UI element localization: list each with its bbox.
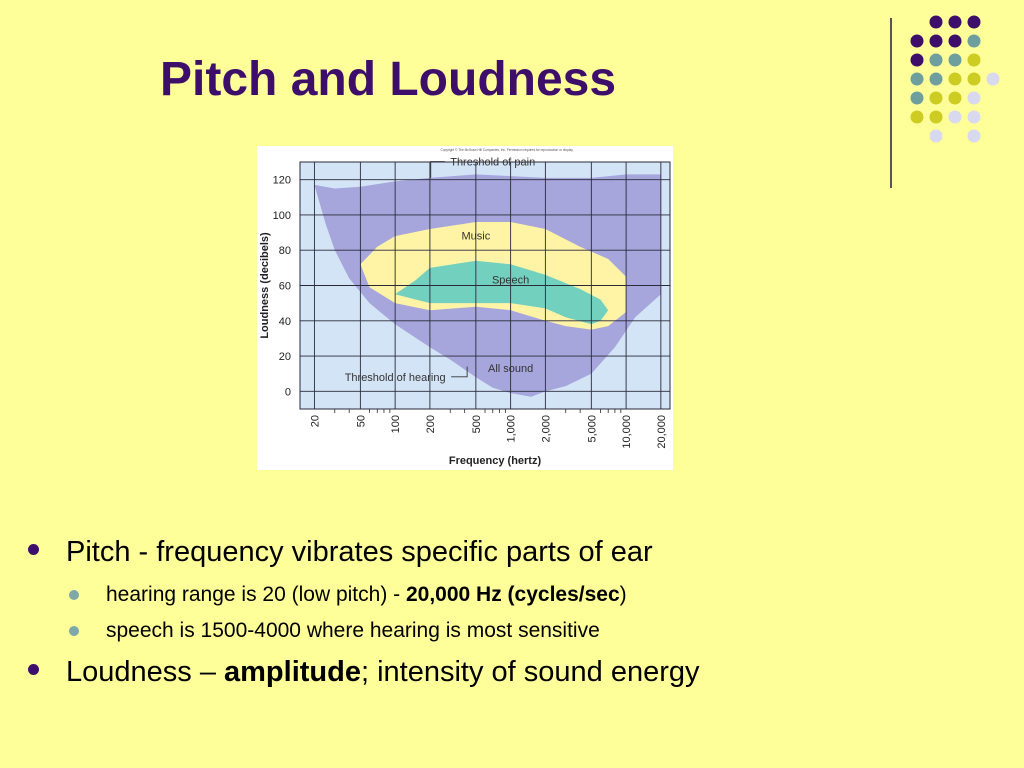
slide-title: Pitch and Loudness [160,53,617,106]
bullet-marker [28,544,39,555]
decorative-dot [910,72,924,86]
decorative-dot [948,72,962,86]
decorative-dot [967,91,981,105]
bullet-text-post: ) [619,583,627,606]
sub-bullet-marker [69,590,79,600]
x-tick-label: 50 [355,415,367,427]
speech-label: Speech [492,275,529,287]
y-tick-label: 0 [285,386,291,398]
decorative-dot [929,15,943,29]
x-tick-label: 2,000 [540,415,552,443]
y-tick-label: 120 [273,175,291,187]
sub-bullet-hearing-range: hearing range is 20 (low pitch) - 20,000… [28,580,988,610]
hearing-range-chart: Copyright © The McGraw-Hill Companies, I… [257,146,673,470]
bullet-marker [28,664,39,675]
bullet-text-pre: hearing range is 20 (low pitch) - [106,583,406,606]
x-axis-title: Frequency (hertz) [449,455,542,467]
decorative-dot [986,72,1000,86]
bullet-pitch: Pitch - frequency vibrates specific part… [28,532,988,572]
threshold-of-pain-label: Threshold of pain [450,157,535,169]
y-tick-label: 100 [273,210,291,222]
decorative-dot [948,110,962,124]
decorative-dot [910,34,924,48]
bullet-text: speech is 1500-4000 where hearing is mos… [106,619,600,642]
bullet-text-bold: 20,000 Hz (cycles/sec [405,583,620,606]
bullet-text-bold: amplitude [224,656,361,688]
sub-bullet-speech: speech is 1500-4000 where hearing is mos… [28,616,988,646]
copyright-note: Copyright © The McGraw-Hill Companies, I… [441,148,574,152]
decorative-dot [929,129,943,143]
y-tick-label: 80 [279,245,291,257]
decorative-dot [967,34,981,48]
decorative-dot [910,91,924,105]
bullet-text-post: ; intensity of sound energy [360,656,700,688]
y-tick-label: 20 [279,351,291,363]
chart-canvas: Copyright © The McGraw-Hill Companies, I… [257,146,673,470]
x-tick-label: 1,000 [506,415,518,443]
decorative-dot [910,110,924,124]
decorative-divider [890,18,892,188]
decorative-dot [948,34,962,48]
threshold-of-hearing-label: Threshold of hearing [345,372,446,384]
decorative-dot [929,91,943,105]
decorative-dot [929,110,943,124]
decorative-dot [929,72,943,86]
y-tick-label: 40 [279,316,291,328]
decorative-dot [948,15,962,29]
decorative-dot [967,129,981,143]
x-tick-label: 200 [425,415,437,433]
decorative-dot [948,53,962,67]
music-label: Music [461,231,490,243]
decorative-dot [910,53,924,67]
y-tick-label: 60 [279,281,291,293]
decorative-dot [929,53,943,67]
sub-bullet-marker [69,626,79,636]
decorative-dot [967,53,981,67]
decorative-dot [948,91,962,105]
all-sound-label: All sound [488,363,533,375]
decorative-dot [967,15,981,29]
x-tick-label: 500 [471,415,483,433]
threshold-of-pain-leader [430,161,445,178]
x-tick-label: 5,000 [586,415,598,443]
bullet-loudness: Loudness – amplitude; intensity of sound… [28,652,988,692]
decorative-dot [967,110,981,124]
x-tick-label: 20 [309,415,321,427]
decorative-dot [967,72,981,86]
bullet-list: Pitch - frequency vibrates specific part… [28,532,988,700]
decorative-dot-grid [910,15,1000,143]
x-tick-label: 20,000 [656,415,668,449]
threshold-of-hearing-leader [451,366,468,378]
bullet-text: Pitch - frequency vibrates specific part… [66,536,653,568]
decorative-dot [929,34,943,48]
x-tick-label: 100 [390,415,402,433]
y-axis-title: Loudness (decibels) [259,232,271,339]
bullet-text-pre: Loudness – [66,656,225,688]
x-tick-label: 10,000 [621,415,633,449]
speech-region [395,260,609,325]
